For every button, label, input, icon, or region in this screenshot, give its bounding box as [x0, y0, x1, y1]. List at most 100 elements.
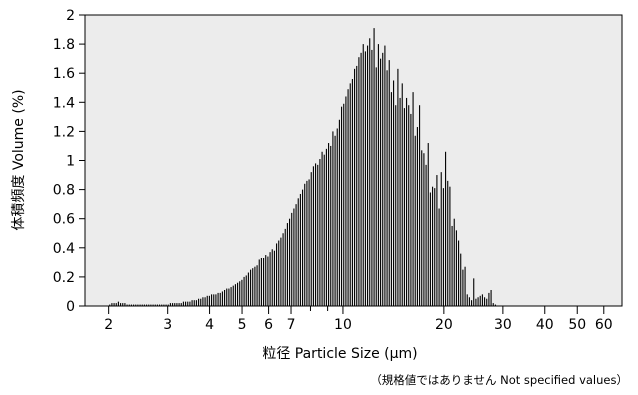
bar: [403, 108, 405, 307]
bar: [345, 96, 347, 306]
bar: [282, 233, 284, 306]
bar: [109, 304, 111, 306]
bar: [393, 80, 395, 306]
bar: [427, 143, 429, 306]
bar: [232, 285, 234, 306]
bar: [291, 212, 293, 306]
bar: [185, 301, 187, 306]
bar: [286, 223, 288, 306]
bar: [310, 172, 312, 306]
bar: [419, 105, 421, 307]
x-tick-label: 50: [568, 317, 586, 333]
bar: [163, 304, 165, 306]
bar: [250, 269, 252, 307]
bar: [117, 301, 119, 306]
bar: [293, 208, 295, 306]
bar: [202, 297, 204, 306]
bar: [111, 303, 113, 306]
bar: [479, 295, 481, 306]
bar: [458, 240, 460, 306]
x-axis-title: 粒径 Particle Size (μm): [262, 346, 417, 362]
bar: [167, 304, 169, 306]
bar: [488, 292, 490, 306]
bar: [371, 49, 373, 307]
bar: [174, 303, 176, 306]
bar: [278, 240, 280, 306]
x-tick-label: 2: [104, 317, 113, 333]
bar: [440, 172, 442, 306]
bar: [178, 303, 180, 306]
bar: [464, 266, 466, 306]
bar: [399, 97, 401, 306]
bar: [386, 70, 388, 306]
bar: [234, 284, 236, 306]
bar: [213, 294, 215, 306]
bar: [280, 237, 282, 306]
bar: [130, 304, 132, 306]
bar: [460, 253, 462, 306]
bar: [451, 225, 453, 306]
bar: [377, 44, 379, 306]
bar: [484, 297, 486, 306]
bar: [382, 52, 384, 306]
bar: [165, 304, 167, 306]
bar: [455, 230, 457, 306]
bar: [410, 113, 412, 306]
bar: [362, 44, 364, 306]
bar: [323, 154, 325, 306]
bar: [423, 153, 425, 306]
bar: [367, 45, 369, 307]
bar: [226, 288, 228, 306]
bar: [221, 291, 223, 306]
bar: [354, 68, 356, 306]
bar: [473, 278, 475, 306]
bar: [334, 135, 336, 306]
bar: [338, 119, 340, 306]
bar: [395, 105, 397, 307]
bar: [306, 180, 308, 306]
x-tick-label: 20: [435, 317, 453, 333]
bar: [200, 298, 202, 306]
bar: [351, 79, 353, 307]
x-tick-label: 60: [595, 317, 613, 333]
bar: [137, 304, 139, 306]
bar: [224, 290, 226, 306]
bar: [228, 288, 230, 306]
bar: [156, 304, 158, 306]
bar: [397, 68, 399, 306]
bar-series: [109, 28, 496, 307]
bar: [243, 276, 245, 306]
bar: [315, 163, 317, 306]
bar: [481, 294, 483, 306]
bar: [271, 249, 273, 306]
bar: [304, 183, 306, 306]
x-tick-label: 7: [287, 317, 296, 333]
bar: [146, 304, 148, 306]
bar: [189, 301, 191, 306]
bar: [425, 164, 427, 306]
bar: [302, 189, 304, 306]
bar: [289, 218, 291, 306]
bar: [401, 83, 403, 306]
bar: [490, 290, 492, 306]
bar: [273, 250, 275, 306]
bar: [360, 52, 362, 306]
x-tick-label: 40: [536, 317, 554, 333]
bar: [169, 303, 171, 306]
bar: [152, 304, 154, 306]
bar: [143, 304, 145, 306]
bar: [126, 304, 128, 306]
bar: [206, 295, 208, 306]
bar: [159, 304, 161, 306]
bar: [416, 127, 418, 306]
x-tick-label: 30: [494, 317, 512, 333]
bar: [466, 294, 468, 306]
x-tick-label: 6: [264, 317, 273, 333]
bar: [408, 105, 410, 307]
y-tick-label: 2: [66, 8, 75, 24]
bar: [182, 301, 184, 306]
bar: [358, 57, 360, 306]
bar: [347, 89, 349, 307]
bar: [429, 192, 431, 306]
bar: [263, 257, 265, 306]
